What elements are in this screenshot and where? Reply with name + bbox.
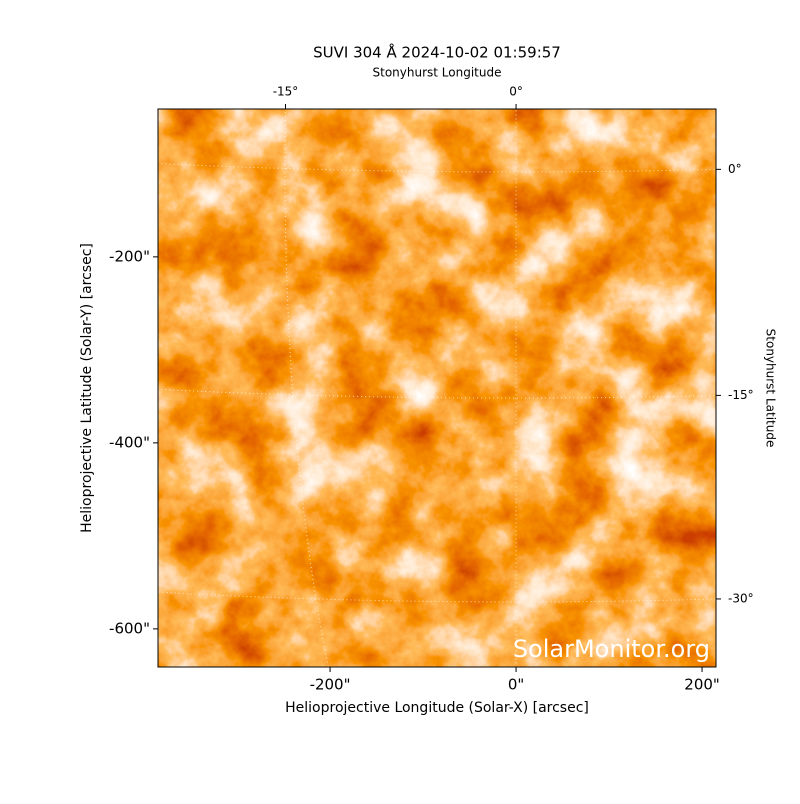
y2-axis-label: Stonyhurst Latitude [764,329,778,448]
x-tick-label: 200" [684,676,720,694]
x-tick-label: -200" [310,676,351,694]
y-tick-label: -200" [109,247,150,265]
solar-image [158,109,716,667]
lat-grid-line [158,162,716,173]
y2-tick-label: -30° [728,591,754,605]
x2-tick-label: 0° [509,85,523,99]
frame [157,108,717,668]
y-tick-label: -400" [109,433,150,451]
y2-tick-label: 0° [728,162,742,176]
y-tick-label: -600" [109,619,150,637]
x-axis-label: Helioprojective Longitude (Solar-X) [arc… [285,700,589,716]
y2-tick-label: -15° [728,388,754,402]
y-axis-label: Helioprojective Latitude (Solar-Y) [arcs… [79,243,95,533]
x-tick-label: 0" [508,676,524,694]
chart-title: SUVI 304 Å 2024-10-02 01:59:57 [313,43,561,62]
watermark: SolarMonitor.org [513,635,710,663]
x2-axis-label: Stonyhurst Longitude [373,66,502,80]
x2-tick-label: -15° [273,85,299,99]
